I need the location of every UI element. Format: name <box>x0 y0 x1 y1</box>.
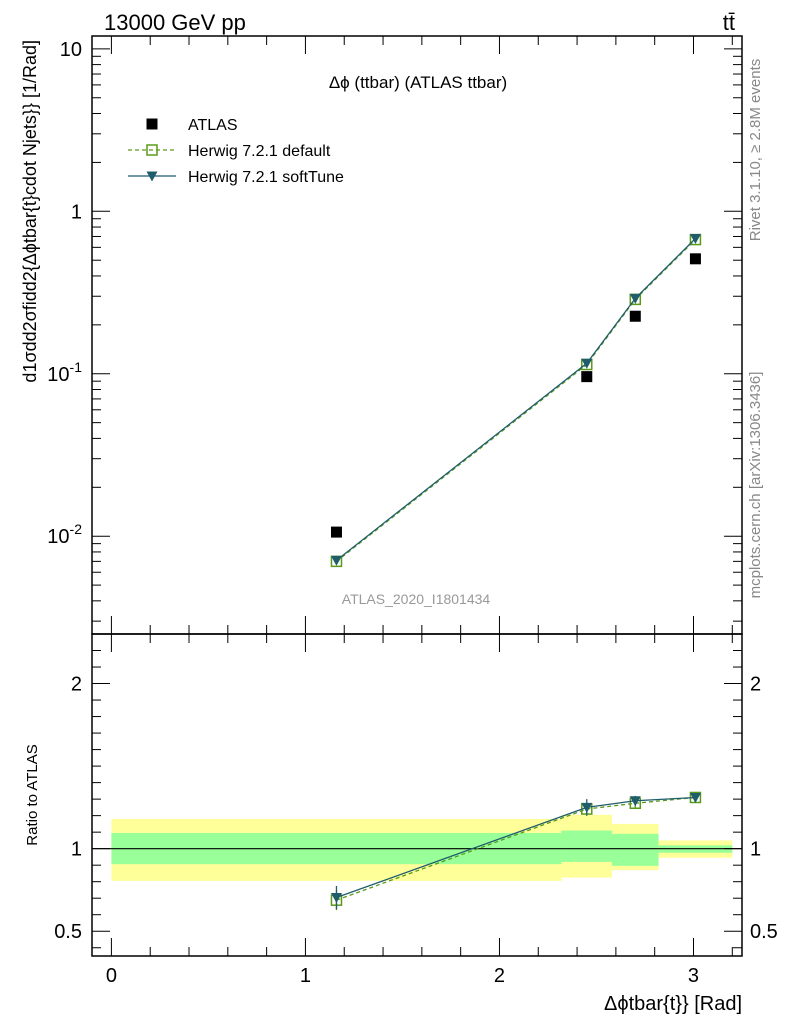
process-label: tt̄ <box>723 10 735 35</box>
main-point-2-3 <box>689 234 701 245</box>
energy-label: 13000 GeV pp <box>104 10 246 35</box>
main-point-2-0 <box>330 555 342 566</box>
legend-marker-2 <box>146 171 158 182</box>
ratio-series-layer <box>330 791 702 911</box>
ratio-y-tick-label: 1 <box>71 839 82 861</box>
legend-marker-0 <box>146 118 158 130</box>
x-tick-label: 0 <box>106 965 117 987</box>
legend-label-2: Herwig 7.2.1 softTune <box>188 169 344 186</box>
ratio-y-tick-label-right: 0.5 <box>750 921 778 943</box>
main-y-tick-label: 10-1 <box>47 359 82 386</box>
ratio-y-tick-label-right: 1 <box>750 839 761 861</box>
ratio-series-line-1 <box>336 796 696 899</box>
legend-label-1: Herwig 7.2.1 default <box>188 143 331 160</box>
ratio-point-1-1 <box>581 802 593 813</box>
main-series-line-2 <box>336 238 696 561</box>
main-y-tick-label: 10 <box>60 39 82 61</box>
main-y-tick-label: 1 <box>71 201 82 223</box>
ratio-y-tick-label-right: 2 <box>750 674 761 696</box>
main-y-axis-label: d1σdd2σfidd2{Δϕtbar{t}cdot Njets}} [1/Ra… <box>20 40 40 383</box>
x-tick-label: 2 <box>494 965 505 987</box>
ratio-panel-frame <box>91 633 743 957</box>
chart-title: Δϕ (ttbar) (ATLAS ttbar) <box>329 73 507 92</box>
main-series-line-1 <box>336 239 696 562</box>
ratio-y-tick-label: 2 <box>71 674 82 696</box>
legend-marker-1 <box>146 144 158 156</box>
legend: ATLAS Herwig 7.2.1 default Herwig 7.2.1 so… <box>128 117 344 186</box>
main-point-0-2 <box>629 310 641 322</box>
ratio-point-1-3 <box>689 792 701 803</box>
inner-band-1 <box>561 830 612 862</box>
main-point-0-3 <box>689 253 701 265</box>
x-tick-label: 3 <box>688 965 699 987</box>
ratio-point-1-0 <box>330 893 342 904</box>
ratio-y-tick-label: 0.5 <box>54 921 82 943</box>
x-tick-label: 1 <box>300 965 311 987</box>
main-series-layer <box>330 233 702 568</box>
x-axis-label: Δϕtbar{t}} [Rad] <box>604 993 742 1015</box>
inner-band-2 <box>612 833 659 866</box>
main-point-2-2 <box>629 293 641 304</box>
main-point-2-1 <box>581 358 593 369</box>
ratio-uncertainty-bands <box>92 814 742 881</box>
ratio-y-axis-label: Ratio to ATLAS <box>24 744 41 845</box>
legend-label-0: ATLAS <box>188 117 238 134</box>
ratio-point-1-2 <box>629 796 641 807</box>
ratio-series-line-0 <box>336 796 696 901</box>
rivet-version-label: Rivet 3.1.10, ≥ 2.8M events <box>747 59 764 242</box>
main-y-tick-label: 10-2 <box>47 521 82 548</box>
main-point-0-1 <box>581 371 593 383</box>
analysis-watermark: ATLAS_2020_I1801434 <box>342 591 491 607</box>
main-axis-ticks: 10-2 10-1 1 10 <box>47 36 742 634</box>
ratio-axis-ticks: 0.5 0.5 1 1 2 2 0 1 2 3 <box>54 633 778 987</box>
main-point-0-0 <box>330 526 342 538</box>
mcplots-label: mcplots.cern.ch [arXiv:1306.3436] <box>747 372 764 599</box>
